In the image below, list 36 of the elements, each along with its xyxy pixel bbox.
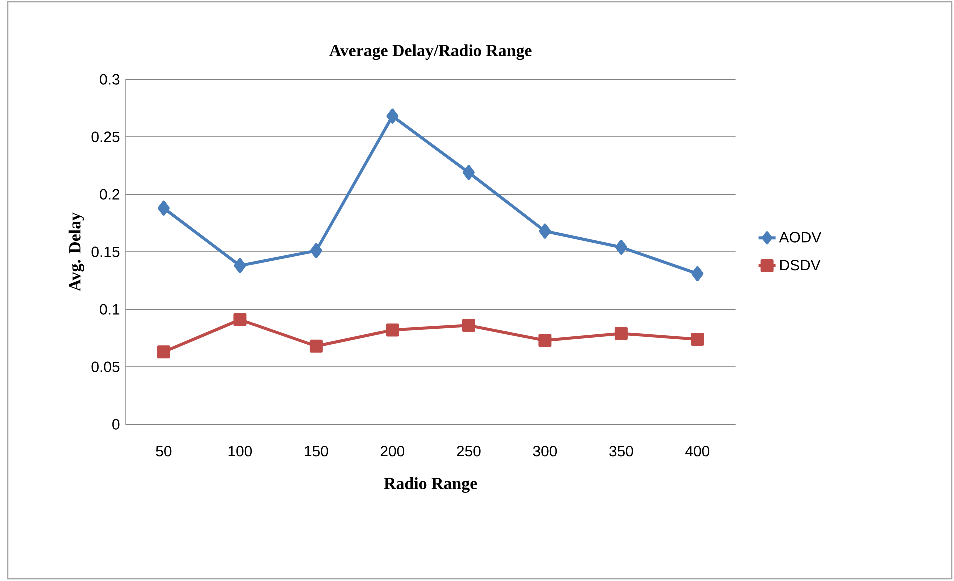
legend-label: DSDV [780,260,821,271]
point [462,165,475,180]
x-tick-label: 300 [533,446,558,457]
legend-label: AODV [779,232,822,243]
point [692,266,704,282]
x-tick-label: 50 [156,446,172,457]
x-tick-label: 250 [457,446,481,457]
x-tick-label: 350 [610,446,634,457]
y-tick-label: 0.1 [100,304,120,315]
y-tick-label: 0.2 [100,189,120,200]
x-tick-label: 100 [228,446,252,457]
point [615,240,628,255]
y-tick-label: 0.25 [92,132,120,142]
point [310,340,323,353]
point [158,200,170,216]
point [386,324,400,337]
y-tick-label: 0 [112,419,120,430]
point [310,243,322,258]
point [234,258,246,274]
point [691,332,704,346]
x-tick-label: 400 [686,446,710,457]
point [462,319,476,332]
x-tick-label: 150 [305,446,328,457]
point [157,346,170,359]
y-tick-label: 0.05 [92,362,120,372]
point [539,224,552,239]
x-tick-label: 200 [380,446,405,457]
x-axis-title: Radio Range [384,478,478,494]
y-tick-label: 0.15 [92,246,120,258]
point [234,313,247,326]
chart-title: Average Delay/Radio Range [330,44,532,60]
y-tick-label: 0.3 [100,74,120,85]
point [386,108,399,124]
point [538,334,552,348]
y-axis-title: Avg. Delay [68,212,84,292]
point [614,327,628,340]
